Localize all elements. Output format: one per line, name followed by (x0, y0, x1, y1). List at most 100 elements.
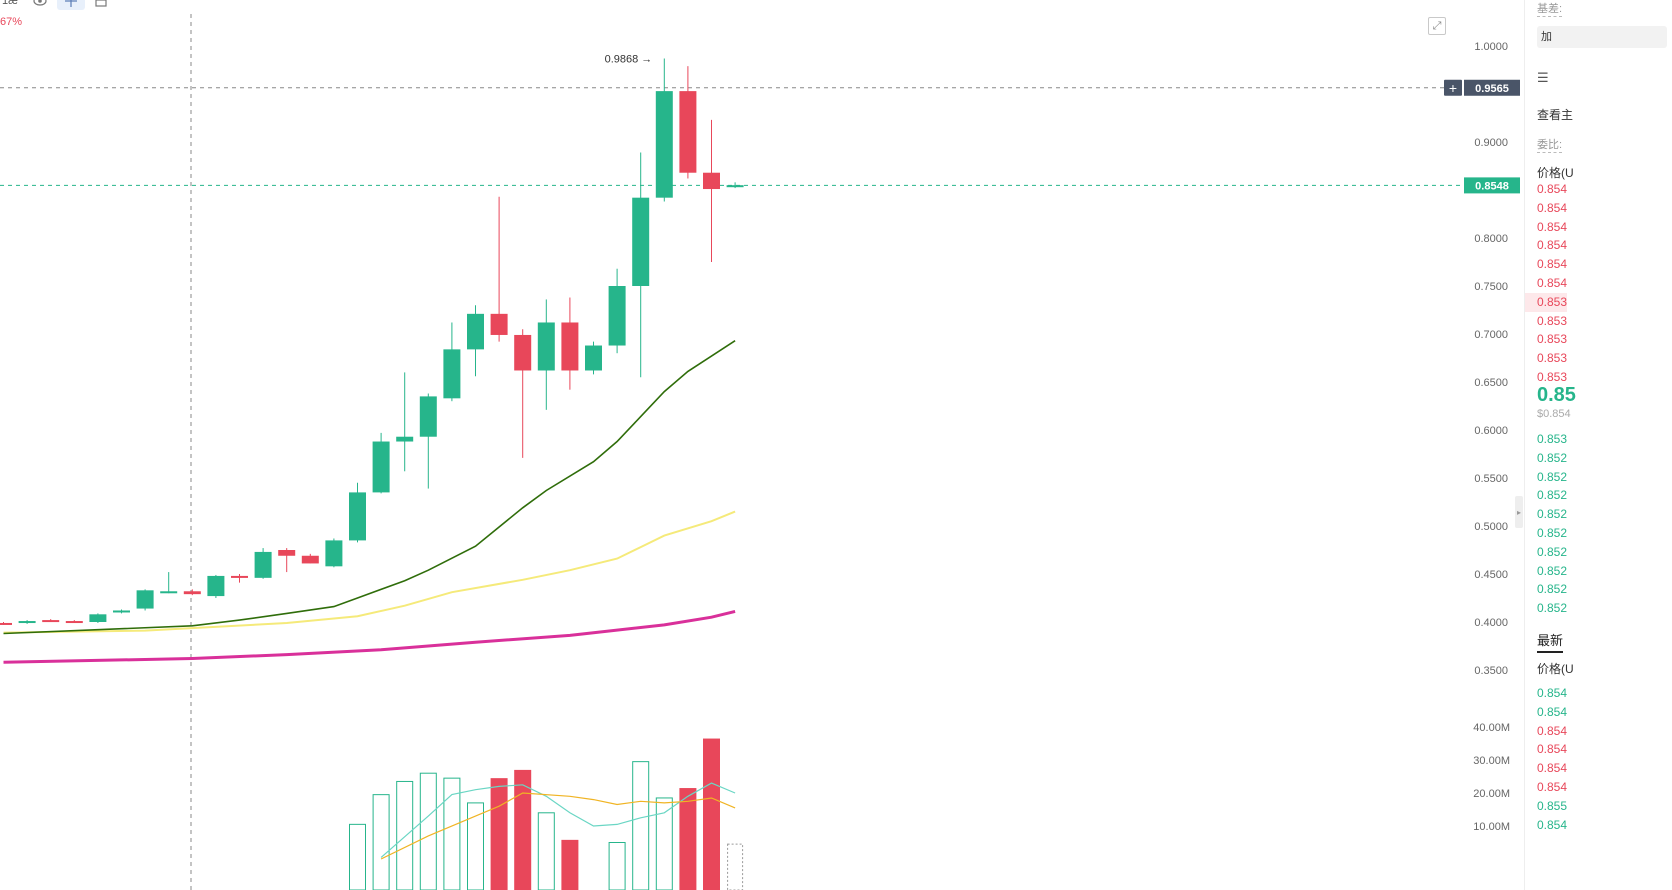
candle (419, 393, 437, 489)
expand-icon[interactable]: ⤢ (1428, 17, 1446, 35)
volume-bar (396, 780, 414, 890)
candle (254, 548, 272, 579)
candle-body (231, 575, 248, 578)
price-row[interactable]: 0.852 (1537, 488, 1568, 503)
price-row[interactable]: 0.854 (1537, 200, 1568, 215)
price-tick-label: 0.6000 (1474, 425, 1508, 437)
usd-price: $0.854 (1537, 408, 1571, 420)
candle-body (585, 345, 602, 371)
candle-body (254, 551, 272, 578)
price-chart-area[interactable]: 1.0000 0.9000 0.8000 0.7500 0.7000 0.6500 0.60… (0, 0, 1523, 890)
price-tick-label: 1.0000 (1474, 41, 1508, 53)
price-row[interactable]: 0.852 (1537, 563, 1568, 578)
price-row[interactable]: 0.853 (1537, 313, 1568, 328)
candle-body (726, 185, 744, 188)
eye-icon[interactable] (32, 0, 48, 10)
price-tick-label: 0.7500 (1474, 281, 1508, 293)
candle-body (183, 591, 201, 595)
volume-bar (537, 812, 555, 890)
price-row[interactable]: 0.854 (1537, 779, 1568, 794)
change-percent: 67% (0, 16, 23, 28)
price-row[interactable]: 0.854 (1537, 275, 1568, 290)
price-row[interactable]: 0.854 (1537, 723, 1568, 738)
ask-list: 0.854 0.854 0.854 0.854 0.854 0.854 0.853 0.853… (1525, 180, 1568, 387)
price-row[interactable]: 0.853 (1537, 332, 1568, 347)
view-main-label[interactable]: 查看主 (1537, 108, 1574, 122)
price-row[interactable]: 0.853 (1537, 369, 1568, 384)
add-button[interactable]: 加 (1537, 26, 1667, 48)
price-tick-label: 0.5500 (1474, 473, 1508, 485)
price-row[interactable]: 0.852 (1537, 544, 1568, 559)
price-row[interactable]: 0.852 (1537, 601, 1568, 616)
price-row[interactable]: 0.852 (1537, 582, 1568, 597)
price-row[interactable]: 0.852 (1537, 469, 1568, 484)
candle-body (136, 590, 154, 609)
price-tick-label: 0.8000 (1474, 233, 1508, 245)
price-row[interactable]: 0.854 (1537, 704, 1568, 719)
price-row[interactable]: 0.854 (1537, 238, 1568, 253)
price-row[interactable]: 0.853 (1525, 292, 1568, 312)
volume-ma-line-2 (380, 792, 736, 860)
candle-body (18, 621, 36, 624)
price-row[interactable]: 0.854 (1537, 761, 1568, 776)
candle-body (561, 322, 579, 371)
interval-button[interactable]: 1æ (2, 0, 18, 7)
price-column-header: 价格(U (1537, 166, 1574, 180)
last-price-label: 0.8548 (1475, 180, 1509, 192)
volume-tick-label: 10.00M (1473, 821, 1510, 833)
candlestick-chart[interactable]: 1.0000 0.9000 0.8000 0.7500 0.7000 0.6500 0.60… (0, 0, 1522, 890)
volume-tick-label: 40.00M (1473, 722, 1510, 734)
price-row[interactable]: 0.853 (1537, 351, 1568, 366)
candle-body (396, 436, 414, 442)
candle-body (703, 172, 720, 190)
price-tick-label: 0.9000 (1474, 137, 1508, 149)
volume-bar (467, 802, 484, 890)
candle-body (42, 620, 60, 623)
candle (443, 322, 461, 402)
order-book-panel: 基差: 加 ☰ 查看主 委比: 价格(U 0.854 0.854 0.854 0.85… (1524, 0, 1672, 890)
candle (467, 305, 484, 377)
crosshair-price-label: 0.9565 (1475, 83, 1509, 95)
price-row[interactable]: 0.854 (1537, 686, 1568, 700)
candle-body (537, 322, 555, 371)
volume-bar (443, 777, 461, 890)
price-tick-label: 0.3500 (1474, 665, 1508, 677)
price-row[interactable]: 0.854 (1537, 219, 1568, 234)
price-row[interactable]: 0.854 (1537, 257, 1568, 272)
panel-collapse-handle[interactable]: ▸ (1515, 496, 1523, 528)
tab-latest-trades[interactable]: 最新 (1537, 630, 1564, 653)
ma-green-line (3, 340, 736, 635)
price-row[interactable]: 0.854 (1537, 742, 1568, 757)
volume-bar (703, 738, 720, 890)
crosshair-icon[interactable] (57, 0, 85, 10)
price-row[interactable]: 0.853 (1537, 432, 1568, 446)
price-row[interactable]: 0.852 (1537, 525, 1568, 540)
candle-body (207, 575, 225, 597)
candle (537, 299, 555, 410)
candle (632, 152, 650, 378)
price-row[interactable]: 0.855 (1537, 798, 1568, 813)
layout-icon[interactable] (93, 0, 109, 10)
candle-body (325, 540, 343, 567)
price-row[interactable]: 0.852 (1537, 507, 1568, 522)
candle-body (89, 614, 107, 622)
candle (372, 432, 390, 494)
list-icon[interactable]: ☰ (1537, 70, 1549, 85)
candle (655, 58, 673, 202)
candle (585, 341, 602, 375)
volume-bar (514, 769, 532, 890)
price-row[interactable]: 0.852 (1537, 450, 1568, 465)
volume-bar (372, 794, 390, 890)
order-ratio-label: 委比: (1537, 136, 1563, 153)
volume-bar (490, 778, 508, 890)
bid-list: 0.853 0.852 0.852 0.852 0.852 0.852 0.852 0.852… (1537, 430, 1567, 618)
candle (278, 548, 296, 573)
candle-body (632, 197, 650, 286)
candle-body (113, 610, 130, 613)
volume-tick-label: 30.00M (1473, 755, 1510, 767)
price-row[interactable]: 0.854 (1537, 182, 1568, 196)
candle (325, 538, 343, 568)
price-row[interactable]: 0.854 (1537, 817, 1568, 832)
volume-bar (632, 761, 650, 890)
candle (514, 329, 532, 458)
